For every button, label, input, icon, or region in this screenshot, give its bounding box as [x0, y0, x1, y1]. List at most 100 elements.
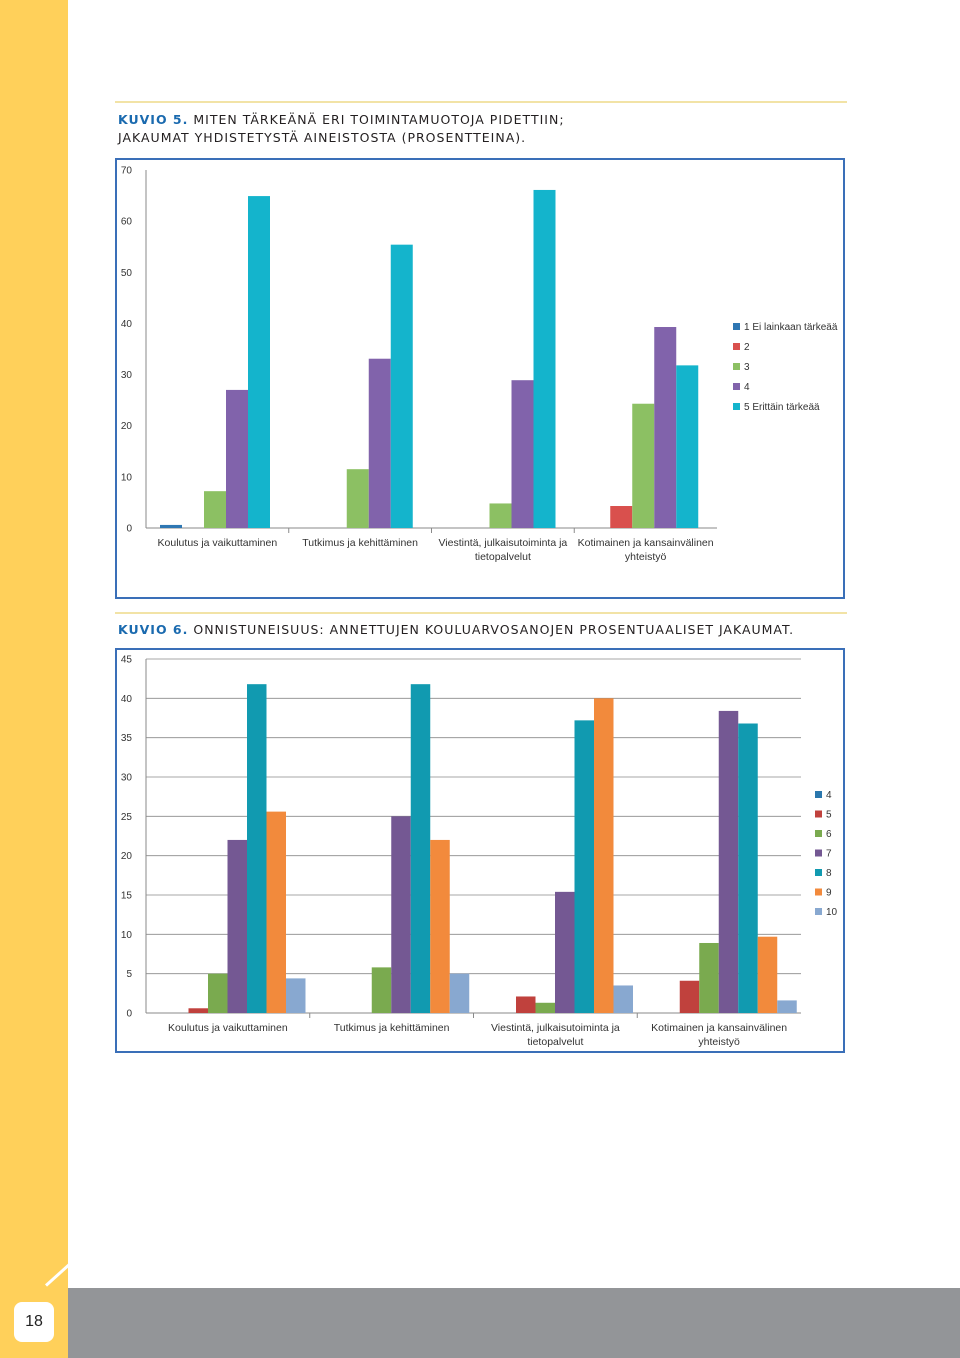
- y-tick-label: 0: [126, 524, 132, 535]
- y-tick-label: 70: [121, 166, 133, 177]
- bar: [555, 891, 575, 1013]
- legend-swatch: [815, 830, 822, 837]
- legend-swatch: [733, 343, 740, 350]
- figure-5-number: KUVIO 5.: [118, 112, 189, 127]
- y-tick-label: 5: [126, 969, 132, 980]
- side-color-strip: [0, 0, 68, 1358]
- legend-entry: 5: [826, 810, 832, 821]
- y-tick-label: 15: [121, 891, 133, 902]
- bar: [718, 710, 739, 1013]
- legend-entry: 3: [744, 362, 750, 373]
- y-tick-label: 30: [121, 370, 133, 381]
- bar: [204, 491, 226, 528]
- y-tick-label: 0: [126, 1009, 132, 1020]
- bar: [248, 196, 270, 528]
- bar: [449, 973, 470, 1013]
- bar: [188, 1008, 208, 1013]
- legend-swatch: [815, 869, 822, 876]
- bar: [226, 389, 248, 528]
- legend-swatch: [815, 791, 822, 798]
- legend-swatch: [733, 383, 740, 390]
- bar: [390, 244, 413, 528]
- bar: [371, 967, 392, 1013]
- bar: [511, 380, 534, 528]
- legend-swatch: [733, 323, 740, 330]
- bar: [430, 839, 450, 1013]
- bar: [160, 524, 182, 528]
- figure-5-caption: KUVIO 5. MITEN TÄRKEÄNÄ ERI TOIMINTAMUOT…: [118, 111, 565, 147]
- x-category-label: Tutkimus ja kehittäminen: [334, 1022, 450, 1034]
- figure-5-bar-chart: 0 10 20 30 40 50 60 70 Koulutus ja vaikuttaminen…: [121, 166, 838, 564]
- x-category-label: Viestintä, julkaisutoiminta ja: [491, 1022, 620, 1034]
- bar: [654, 327, 677, 528]
- legend-entry: 8: [826, 868, 832, 879]
- legend-entry: 7: [826, 849, 832, 860]
- y-tick-label: 40: [121, 694, 133, 705]
- bar: [533, 189, 556, 528]
- x-category-label: Koulutus ja vaikuttaminen: [158, 537, 278, 549]
- x-category-label: yhteistyö: [698, 1036, 740, 1048]
- figure-5-title-line2: JAKAUMAT YHDISTETYSTÄ AINEISTOSTA (PROSE…: [118, 130, 527, 145]
- figure-6-chart-frame: 0 5 10 15 20 25 30 35 40 45 Koulutus ja vaikuttami…: [115, 648, 845, 1053]
- bar: [738, 723, 758, 1013]
- x-category-label: Kotimainen ja kansainvälinen: [651, 1022, 787, 1034]
- legend-entry: 4: [744, 382, 750, 393]
- legend-swatch: [815, 908, 822, 915]
- y-tick-label: 30: [121, 773, 133, 784]
- legend-entry: 6: [826, 829, 832, 840]
- section-divider: [115, 101, 847, 103]
- x-category-label: Viestintä, julkaisutoiminta ja: [438, 537, 567, 549]
- x-category-label: Kotimainen ja kansainvälinen: [578, 537, 714, 549]
- bar: [574, 720, 594, 1013]
- x-category-label: tietopalvelut: [527, 1036, 583, 1048]
- figure-6-caption: KUVIO 6. ONNISTUNEISUUS: ANNETTUJEN KOUL…: [118, 621, 794, 639]
- footer-bar: [0, 1288, 960, 1358]
- x-category-label: Koulutus ja vaikuttaminen: [168, 1022, 288, 1034]
- bar: [410, 684, 431, 1013]
- y-tick-label: 20: [121, 851, 133, 862]
- bar: [266, 811, 286, 1013]
- bar: [489, 503, 512, 528]
- bar: [777, 1000, 797, 1013]
- legend-entry: 10: [826, 907, 838, 918]
- y-tick-label: 40: [121, 319, 133, 330]
- bar: [391, 816, 411, 1013]
- x-category-label: yhteistyö: [625, 551, 667, 563]
- legend-swatch: [815, 810, 822, 818]
- legend-entry: 9: [826, 888, 832, 899]
- bar: [227, 839, 247, 1013]
- figure-5-title-line1: MITEN TÄRKEÄNÄ ERI TOIMINTAMUOTOJA PIDET…: [193, 112, 565, 127]
- y-tick-label: 60: [121, 217, 133, 228]
- bar: [208, 973, 228, 1013]
- legend-swatch: [815, 888, 822, 896]
- y-tick-label: 50: [121, 268, 133, 279]
- bar: [632, 403, 655, 528]
- x-category-label: tietopalvelut: [475, 551, 531, 563]
- y-tick-label: 35: [121, 733, 133, 744]
- y-tick-label: 10: [121, 472, 133, 483]
- y-tick-label: 25: [121, 812, 133, 823]
- legend-entry: 2: [744, 342, 750, 353]
- legend-entry: 4: [826, 790, 832, 801]
- bar: [699, 942, 719, 1013]
- section-divider: [115, 612, 847, 614]
- legend-swatch: [733, 403, 740, 410]
- y-tick-label: 45: [121, 655, 133, 666]
- bar: [610, 506, 633, 528]
- figure-5-chart-frame: 0 10 20 30 40 50 60 70 Koulutus ja vaikuttaminen…: [115, 158, 845, 599]
- bar: [516, 996, 536, 1013]
- bar: [679, 980, 700, 1013]
- bar: [594, 698, 614, 1013]
- legend-swatch: [733, 363, 740, 370]
- bar: [535, 1002, 555, 1013]
- legend-entry: 5 Erittäin tärkeää: [744, 402, 820, 413]
- x-category-label: Tutkimus ja kehittäminen: [302, 537, 418, 549]
- bar: [346, 469, 369, 528]
- bar: [368, 358, 391, 528]
- legend-entry: 1 Ei lainkaan tärkeää: [744, 322, 838, 333]
- bar: [757, 936, 778, 1013]
- y-tick-label: 20: [121, 421, 133, 432]
- bar: [613, 985, 633, 1013]
- y-tick-label: 10: [121, 930, 133, 941]
